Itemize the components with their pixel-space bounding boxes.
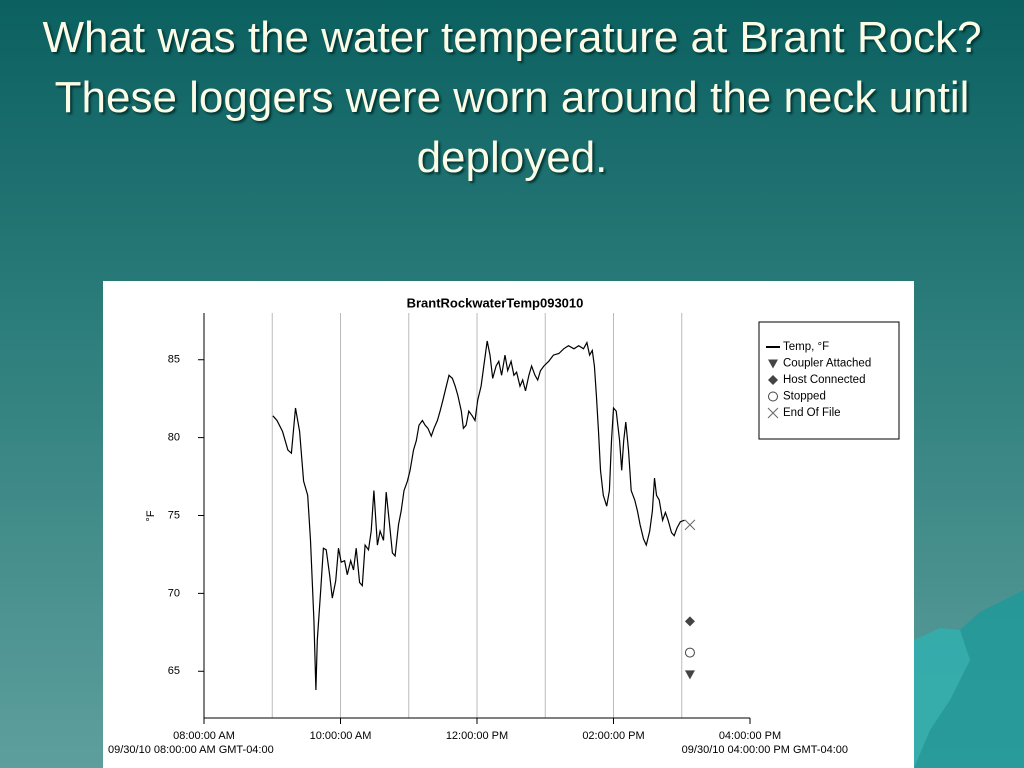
y-tick-label: 85 xyxy=(168,354,180,366)
x-tick-label: 10:00:00 AM xyxy=(310,730,372,742)
legend-symbol xyxy=(768,375,778,385)
legend-label: Coupler Attached xyxy=(783,358,871,370)
x-tick-label: 02:00:00 PM xyxy=(582,730,644,742)
event-marker xyxy=(684,670,695,680)
legend-box xyxy=(758,321,900,440)
event-marker xyxy=(684,519,696,531)
legend-label: Host Connected xyxy=(783,374,865,386)
x-tick-label: 12:00:00 PM xyxy=(446,730,508,742)
chart-title: BrantRockwaterTemp093010 xyxy=(407,295,584,310)
slide-title: What was the water temperature at Brant … xyxy=(42,13,982,182)
y-tick-label: 80 xyxy=(168,432,180,444)
legend-symbol xyxy=(767,407,779,419)
legend-symbol xyxy=(768,359,778,369)
temperature-line xyxy=(272,340,685,691)
x-tick-label: 04:00:00 PM xyxy=(719,730,781,742)
x-tick-label: 08:00:00 AM xyxy=(173,730,235,742)
iceberg-decoration xyxy=(914,590,1024,768)
y-tick-label: 65 xyxy=(168,665,180,677)
chart: BrantRockwaterTemp093010 °F 09/30/10 08:… xyxy=(103,281,914,768)
y-tick-label: 70 xyxy=(168,587,180,599)
legend-label: End Of File xyxy=(783,407,841,419)
y-axis-label: °F xyxy=(145,510,157,521)
legend-label: Stopped xyxy=(783,391,826,403)
y-tick-label: 75 xyxy=(168,509,180,521)
start-label: 09/30/10 08:00:00 AM GMT-04:00 xyxy=(108,744,274,756)
event-marker xyxy=(684,647,695,658)
end-label: 09/30/10 04:00:00 PM GMT-04:00 xyxy=(682,744,848,756)
legend-symbol xyxy=(768,391,778,402)
event-marker xyxy=(684,616,695,627)
legend-label: Temp, °F xyxy=(783,341,829,353)
